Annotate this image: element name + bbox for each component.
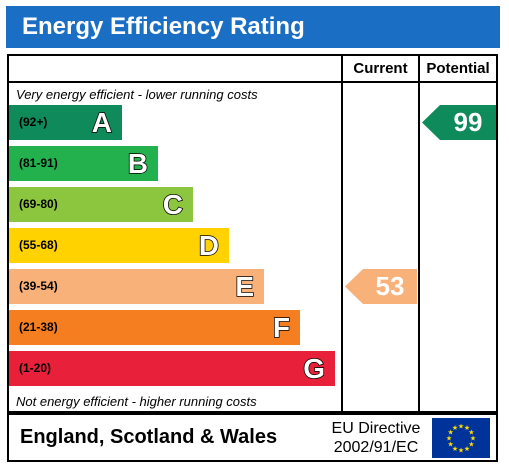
eu-flag-background	[432, 418, 490, 458]
footer-directive: EU Directive 2002/91/EC	[322, 419, 430, 457]
note-not-efficient: Not energy efficient - higher running co…	[16, 394, 257, 409]
band-range-g: (1-20)	[19, 361, 52, 375]
note-very-efficient: Very energy efficient - lower running co…	[16, 87, 258, 102]
band-e: (39-54) E	[9, 269, 264, 304]
band-letter-e: E	[235, 270, 255, 303]
band-range-c: (69-80)	[19, 197, 58, 211]
potential-arrow-shape	[422, 105, 496, 140]
potential-column-divider	[418, 54, 420, 413]
eu-star-icon: ★	[470, 435, 476, 443]
band-range-e: (39-54)	[19, 279, 58, 293]
band-range-a: (92+)	[19, 115, 48, 129]
directive-line-1: EU Directive	[331, 420, 421, 437]
band-f: (21-38) F	[9, 310, 300, 345]
eu-flag-icon: ★ ★★★★★★★★★★★	[432, 418, 490, 458]
column-header-current: Current	[353, 60, 408, 77]
band-range-d: (55-68)	[19, 238, 58, 252]
eu-star-icon: ★	[468, 441, 474, 449]
eu-star-icon: ★	[464, 424, 470, 432]
footer-region: England, Scotland & Wales	[20, 426, 278, 448]
eu-star-icon: ★	[464, 445, 470, 453]
band-letter-g: G	[302, 352, 325, 385]
band-a: (92+) A	[9, 105, 122, 140]
eu-star-icon: ★	[458, 447, 464, 455]
chart-title: Energy Efficiency Rating	[22, 13, 305, 40]
current-rating-value: 53	[375, 271, 405, 301]
band-letter-a: A	[91, 106, 113, 139]
band-d: (55-68) D	[9, 228, 229, 263]
header-bar: Energy Efficiency Rating	[6, 6, 500, 48]
band-range-b: (81-91)	[19, 156, 58, 170]
potential-rating-value: 99	[453, 107, 483, 137]
eu-star-icon: ★	[447, 441, 453, 449]
band-letter-d: D	[198, 229, 220, 262]
band-g: (1-20) G	[9, 351, 335, 386]
column-header-potential: Potential	[426, 60, 490, 77]
band-c: (69-80) C	[9, 187, 193, 222]
eu-star-icon: ★	[452, 424, 458, 432]
rating-table	[7, 54, 498, 413]
current-column-divider	[341, 54, 343, 413]
band-b: (81-91) B	[9, 146, 158, 181]
footer-divider	[7, 413, 498, 415]
band-range-f: (21-38)	[19, 320, 58, 334]
potential-rating-arrow	[422, 105, 496, 140]
band-letter-b: B	[127, 147, 149, 180]
current-arrow-shape	[345, 269, 417, 304]
eu-star-icon: ★	[452, 445, 458, 453]
eu-star-icon: ★	[468, 429, 474, 437]
eu-star-icon: ★	[458, 423, 464, 431]
eu-star-icon: ★	[446, 435, 452, 443]
footer	[7, 413, 498, 462]
band-letter-f: F	[272, 311, 291, 344]
eu-star-icon: ★	[447, 429, 453, 437]
current-rating-arrow	[345, 269, 417, 304]
directive-line-2: 2002/91/EC	[333, 439, 419, 456]
header-row-divider	[7, 81, 498, 83]
band-letter-c: C	[162, 188, 184, 221]
